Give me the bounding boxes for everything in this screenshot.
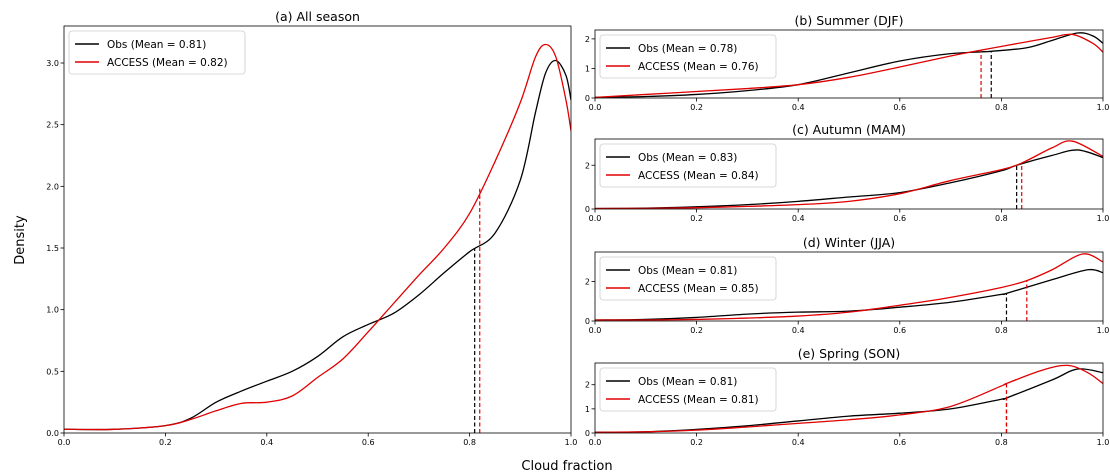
legend: Obs (Mean = 0.81) ACCESS (Mean = 0.82) [68, 30, 246, 75]
legend-label: Obs (Mean = 0.81) [638, 265, 737, 277]
y-tick-label: 2.5 [46, 121, 59, 130]
chart-panel-3: (d) Winter (JJA) 0.0 0.2 0.4 0.6 0.8 1.0 0 2 Obs … [585, 235, 1109, 335]
x-tick-label: 0.8 [995, 103, 1008, 112]
y-tick-label: 0.0 [46, 429, 59, 438]
x-tick-label: 0.4 [792, 438, 805, 447]
x-tick-label: 0.6 [893, 103, 906, 112]
y-tick-label: 1.5 [46, 244, 59, 253]
legend-label: ACCESS (Mean = 0.76) [638, 61, 759, 73]
density-line-obs [595, 268, 1103, 321]
y-tick-label: 1 [585, 405, 590, 414]
density-line-obs [595, 32, 1103, 98]
legend-label: Obs (Mean = 0.81) [638, 376, 737, 388]
legend-box [599, 143, 777, 188]
legend-label: Obs (Mean = 0.81) [107, 39, 206, 51]
chart-title: (a) All season [275, 9, 360, 24]
legend: Obs (Mean = 0.81) ACCESS (Mean = 0.85) [599, 256, 777, 301]
x-tick-label: 0.2 [690, 214, 703, 223]
x-tick-label: 0.2 [690, 103, 703, 112]
y-tick-label: 2 [585, 35, 590, 44]
chart-panel-1: (b) Summer (DJF) 0.0 0.2 0.4 0.6 0.8 1.0 0 1 2 Obs… [585, 13, 1109, 112]
density-line-access [595, 140, 1103, 209]
x-tick-label: 0.6 [893, 214, 906, 223]
density-line-access [595, 33, 1103, 98]
legend-box [599, 367, 777, 412]
legend-label: Obs (Mean = 0.78) [638, 43, 737, 55]
x-tick-label: 0.4 [260, 438, 273, 447]
legend: Obs (Mean = 0.83) ACCESS (Mean = 0.84) [599, 143, 777, 188]
legend-label: ACCESS (Mean = 0.85) [638, 283, 759, 295]
y-tick-label: 1.0 [46, 306, 59, 315]
legend-box [599, 256, 777, 301]
plot-frame [594, 138, 1104, 210]
plot-frame [63, 25, 572, 434]
x-tick-label: 0.8 [995, 438, 1008, 447]
x-tick-label: 0.2 [690, 438, 703, 447]
y-tick-label: 0 [585, 94, 590, 103]
density-line-access [64, 43, 571, 431]
plot-frame [594, 29, 1104, 99]
legend-box [599, 34, 777, 79]
chart-panel-2: (c) Autumn (MAM) 0.0 0.2 0.4 0.6 0.8 1.0 0 2 Obs … [585, 122, 1109, 223]
x-tick-label: 0.0 [589, 103, 602, 112]
chart-panel-4: (e) Spring (SON) 0.0 0.2 0.4 0.6 0.8 1.0 0 1 2 Obs… [585, 346, 1109, 447]
legend: Obs (Mean = 0.81) ACCESS (Mean = 0.81) [599, 367, 777, 412]
y-tick-label: 0.5 [46, 367, 59, 376]
y-tick-label: 0 [585, 205, 590, 214]
x-tick-label: 0.6 [893, 326, 906, 335]
legend-label: ACCESS (Mean = 0.81) [638, 394, 759, 406]
y-tick-label: 0 [585, 317, 590, 326]
density-line-access [595, 364, 1103, 433]
y-tick-label: 1 [585, 64, 590, 73]
x-tick-label: 1.0 [565, 438, 578, 447]
plot-frame [594, 251, 1104, 322]
legend-label: ACCESS (Mean = 0.84) [638, 170, 759, 182]
legend: Obs (Mean = 0.78) ACCESS (Mean = 0.76) [599, 34, 777, 79]
chart-title: (b) Summer (DJF) [795, 13, 904, 28]
chart-title: (d) Winter (JJA) [803, 235, 895, 250]
y-tick-label: 0 [585, 429, 590, 438]
x-tick-label: 0.4 [792, 326, 805, 335]
x-tick-label: 0.6 [893, 438, 906, 447]
x-tick-label: 0.0 [589, 326, 602, 335]
legend-label: ACCESS (Mean = 0.82) [107, 57, 228, 69]
x-tick-label: 0.0 [589, 438, 602, 447]
y-tick-label: 2 [585, 381, 590, 390]
x-tick-label: 0.0 [58, 438, 71, 447]
density-line-obs [595, 149, 1103, 209]
x-tick-label: 0.8 [995, 214, 1008, 223]
x-tick-label: 0.2 [690, 326, 703, 335]
x-tick-label: 0.6 [362, 438, 375, 447]
chart-title: (c) Autumn (MAM) [792, 122, 906, 137]
x-tick-label: 1.0 [1097, 326, 1110, 335]
x-tick-label: 0.8 [995, 326, 1008, 335]
x-tick-label: 0.8 [463, 438, 476, 447]
y-tick-label: 2 [585, 161, 590, 170]
y-tick-label: 3.0 [46, 59, 59, 68]
x-tick-label: 1.0 [1097, 438, 1110, 447]
figure-xlabel: Cloud fraction [521, 459, 612, 474]
y-tick-label: 2 [585, 278, 590, 287]
chart-panel-0: (a) All season 0.0 0.2 0.4 0.6 0.8 1.0 0.0 0.5 1.… [46, 9, 577, 447]
y-tick-label: 2.0 [46, 182, 59, 191]
x-tick-label: 0.4 [792, 103, 805, 112]
density-line-obs [595, 368, 1103, 433]
plot-frame [594, 362, 1104, 434]
chart-title: (e) Spring (SON) [798, 346, 901, 361]
figure-ylabel: Density [13, 215, 28, 265]
x-tick-label: 0.4 [792, 214, 805, 223]
density-line-obs [64, 59, 571, 431]
legend-box [68, 30, 246, 75]
x-tick-label: 0.0 [589, 214, 602, 223]
legend-label: Obs (Mean = 0.83) [638, 152, 737, 164]
x-tick-label: 1.0 [1097, 103, 1110, 112]
density-line-access [595, 253, 1103, 321]
x-tick-label: 1.0 [1097, 214, 1110, 223]
x-tick-label: 0.2 [159, 438, 172, 447]
